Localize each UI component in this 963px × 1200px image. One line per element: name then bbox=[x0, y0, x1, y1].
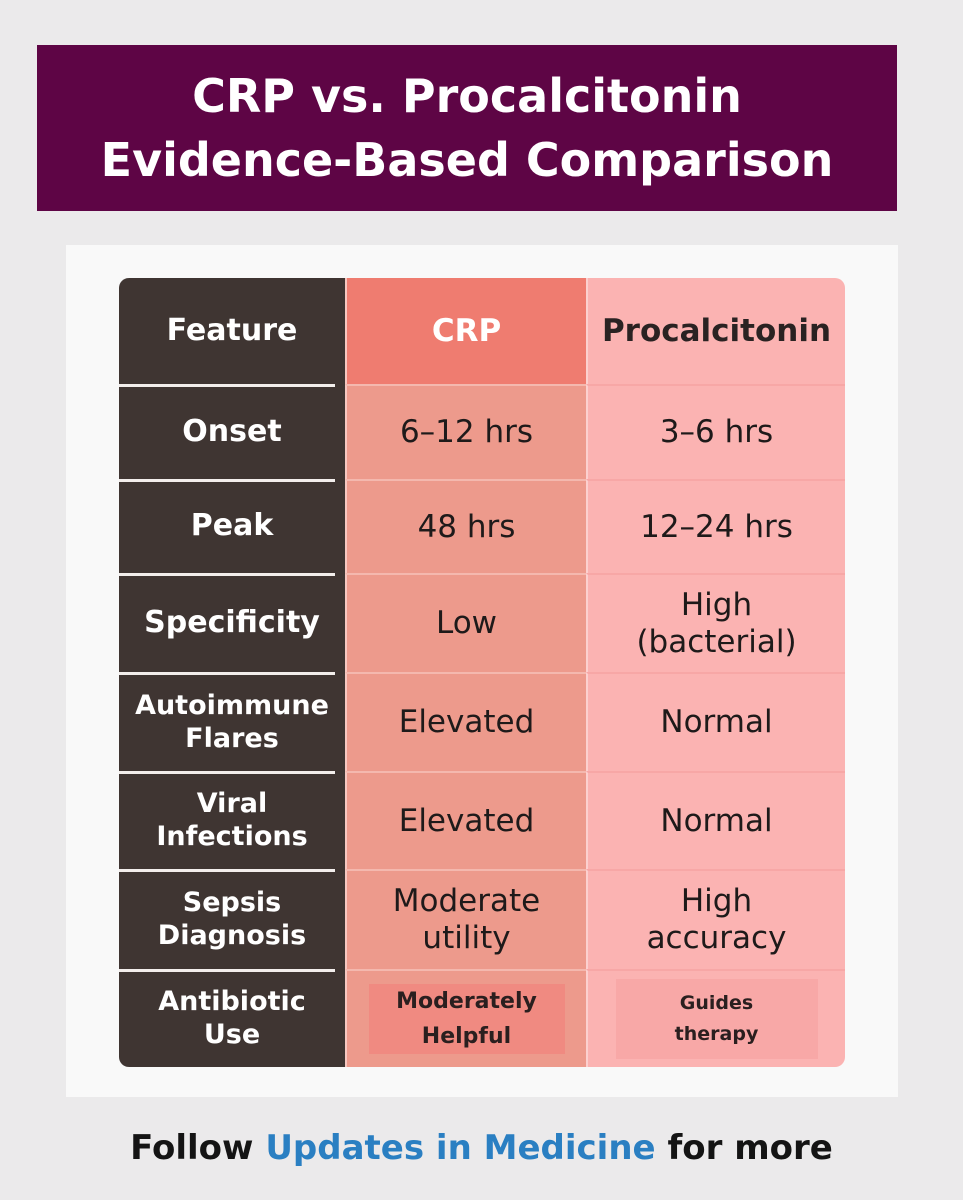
title-line-1: CRP vs. Procalcitonin bbox=[192, 69, 742, 123]
row-feature-peak: Peak bbox=[119, 479, 345, 573]
footer-prefix: Follow bbox=[130, 1128, 254, 1168]
footer-brand: Updates in Medicine bbox=[265, 1128, 656, 1168]
row-procalcitonin-onset: 3–6 hrs bbox=[586, 384, 845, 479]
title-banner: CRP vs. Procalcitonin Evidence-Based Com… bbox=[37, 45, 897, 211]
row-procalcitonin-viral-infections: Normal bbox=[586, 771, 845, 869]
header-crp: CRP bbox=[345, 278, 586, 384]
row-procalcitonin-sepsis-diagnosis: High accuracy bbox=[586, 869, 845, 969]
row-procalcitonin-specificity: High (bacterial) bbox=[586, 573, 845, 672]
row-procalcitonin-autoimmune-flares: Normal bbox=[586, 672, 845, 771]
row-crp-viral-infections: Elevated bbox=[345, 771, 586, 869]
header-procalcitonin: Procalcitonin bbox=[586, 278, 845, 384]
title-line-2: Evidence-Based Comparison bbox=[100, 133, 834, 187]
header-feature: Feature bbox=[119, 278, 345, 384]
crp-antibiotic-badge: Moderately Helpful bbox=[368, 984, 565, 1054]
row-feature-antibiotic-use: Antibiotic Use bbox=[119, 969, 345, 1067]
row-feature-viral-infections: Viral Infections bbox=[119, 771, 345, 869]
row-feature-specificity: Specificity bbox=[119, 573, 345, 672]
row-crp-specificity: Low bbox=[345, 573, 586, 672]
row-procalcitonin-peak: 12–24 hrs bbox=[586, 479, 845, 573]
footer-callout: Follow Updates in Medicine for more bbox=[0, 1128, 963, 1168]
row-crp-autoimmune-flares: Elevated bbox=[345, 672, 586, 771]
row-crp-peak: 48 hrs bbox=[345, 479, 586, 573]
row-feature-sepsis-diagnosis: Sepsis Diagnosis bbox=[119, 869, 345, 969]
comparison-table: Feature CRP Procalcitonin Onset 6–12 hrs… bbox=[119, 278, 845, 1067]
procalcitonin-antibiotic-badge: Guides therapy bbox=[615, 979, 818, 1059]
row-procalcitonin-antibiotic-use: Guides therapy bbox=[586, 969, 845, 1067]
row-crp-onset: 6–12 hrs bbox=[345, 384, 586, 479]
row-crp-antibiotic-use: Moderately Helpful bbox=[345, 969, 586, 1067]
row-crp-sepsis-diagnosis: Moderate utility bbox=[345, 869, 586, 969]
row-feature-onset: Onset bbox=[119, 384, 345, 479]
footer-suffix: for more bbox=[667, 1128, 833, 1168]
row-feature-autoimmune-flares: Autoimmune Flares bbox=[119, 672, 345, 771]
